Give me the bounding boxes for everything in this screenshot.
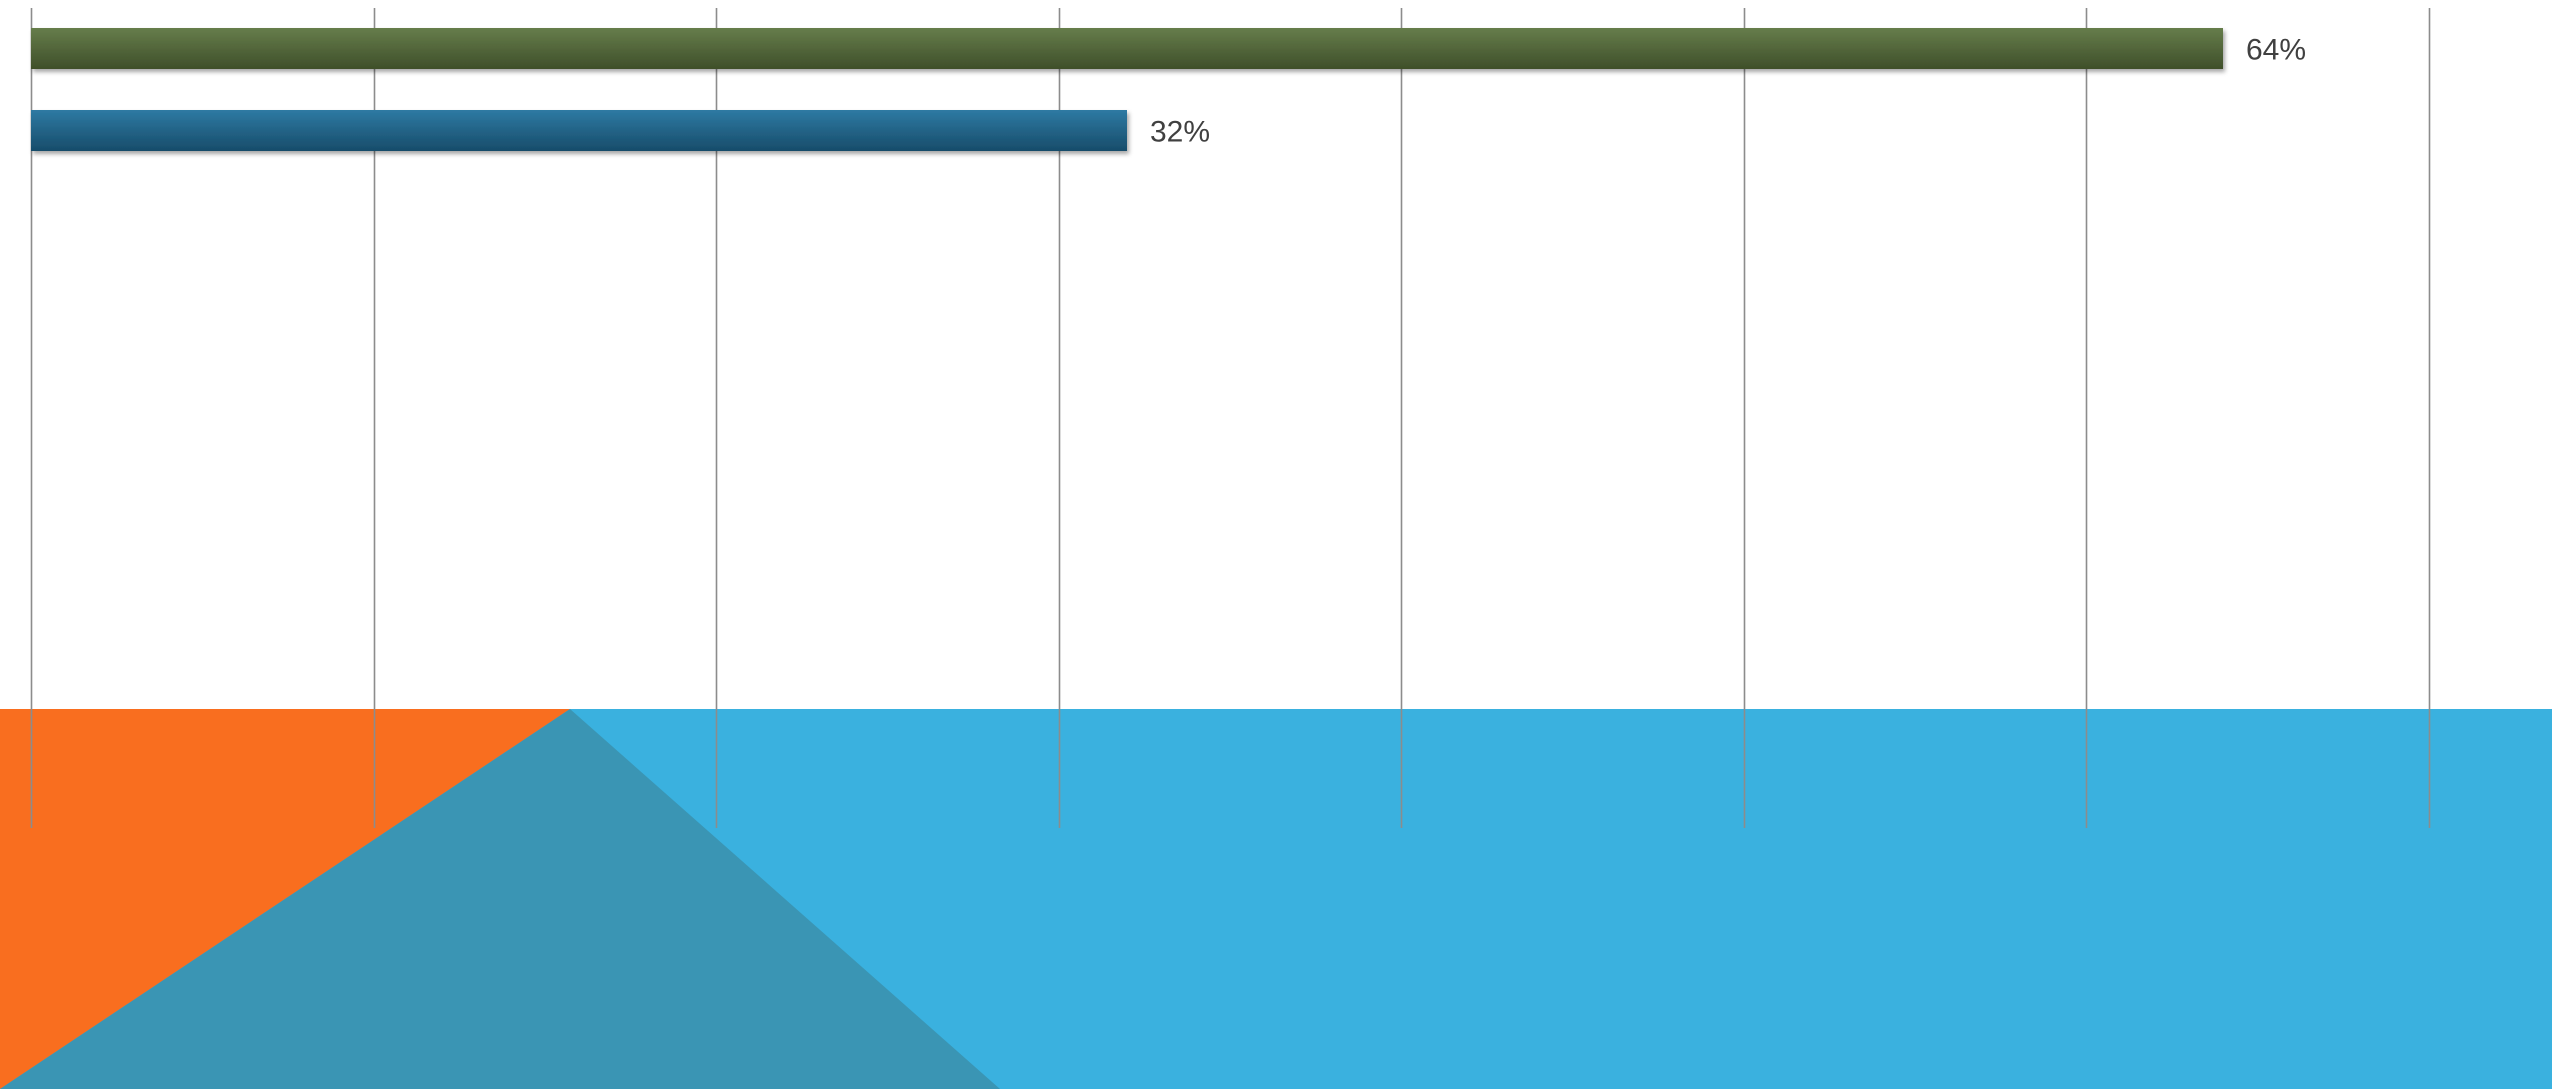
data-label-1: 64% xyxy=(2246,34,2306,67)
bar-2 xyxy=(31,110,1127,151)
bars xyxy=(31,28,2223,151)
data-labels: 64% 32% xyxy=(1150,34,2306,149)
background-triangle-steel-blue xyxy=(0,709,1000,1089)
bar-1 xyxy=(31,28,2223,69)
data-label-2: 32% xyxy=(1150,116,1210,149)
